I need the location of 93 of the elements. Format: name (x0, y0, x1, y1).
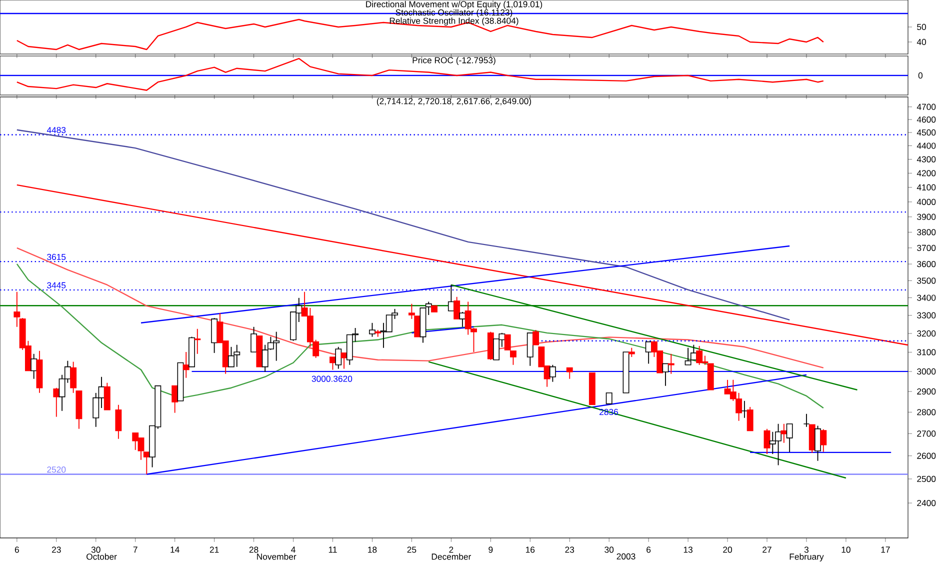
x-tick-label: 30 (604, 546, 614, 553)
chart-title: Directional Movement w/Opt Equity (1,019.01) (366, 0, 542, 9)
y-tick-label: 4700 (916, 104, 936, 110)
x-tick-label: 7 (133, 546, 138, 553)
x-tick-label: 27 (762, 546, 772, 553)
candlestick (340, 352, 348, 370)
candlestick (369, 322, 376, 338)
candlestick (820, 428, 827, 452)
x-tick-label: 23 (52, 546, 61, 553)
candlestick (549, 364, 556, 382)
ref-line-label: 4483 (46, 126, 66, 134)
line-series (16, 18, 824, 50)
line-series (16, 247, 824, 368)
y-tick-label: 4600 (916, 116, 936, 123)
candlestick (182, 352, 190, 378)
candlestick (628, 347, 635, 358)
ref-line-label: 3445 (47, 282, 66, 288)
x-tick-label: 20 (723, 546, 732, 553)
candlestick (606, 392, 612, 404)
y-tick-label: 2900 (917, 388, 936, 395)
ref-line-label: 0 (918, 72, 923, 79)
candlestick (566, 367, 573, 380)
x2-tick-label: November (257, 553, 296, 560)
candlestick (746, 406, 754, 432)
candlestick (764, 428, 770, 454)
x-tick-label: 9 (488, 546, 493, 553)
line-series (16, 263, 824, 409)
y-tick-label: 2800 (917, 409, 936, 416)
y-tick-label: 3900 (917, 214, 936, 220)
y-tick-label: 3700 (917, 244, 936, 251)
y-tick-label: 3300 (917, 312, 936, 318)
x-tick-label: 4 (291, 546, 296, 553)
candlestick (803, 413, 810, 428)
chart-title: Price ROC (-12.7953) (412, 56, 496, 65)
x-tick-label: 28 (249, 546, 258, 553)
candlestick (115, 404, 122, 440)
candlestick (786, 423, 793, 452)
y-tick-label: 3400 (917, 294, 936, 301)
y-tick-label: 4200 (916, 170, 936, 176)
y-tick-label: 4400 (916, 142, 936, 149)
x-tick-label: 16 (526, 546, 535, 553)
ref-line-label: 2520 (47, 466, 66, 473)
candlestick (662, 363, 669, 386)
ref-line-label: 3615 (47, 254, 66, 260)
x2-tick-label: February (790, 553, 824, 562)
x-tick-label: 2 (449, 546, 454, 553)
candlestick (335, 346, 342, 370)
x-tick-label: 10 (842, 546, 850, 553)
x-tick-label: 25 (407, 546, 416, 553)
x2-tick-label: December (432, 553, 472, 560)
candlestick (30, 353, 38, 380)
candlestick (53, 387, 60, 418)
candlestick (459, 311, 466, 328)
y-tick-label: 50 (917, 24, 926, 30)
y-tick-label: 4500 (916, 129, 936, 136)
y-tick-label: 3600 (917, 260, 936, 268)
y-tick-label: 3200 (917, 330, 936, 337)
chart-title: (2,714.12, 2,720.18, 2,617.66, 2,649.00) (376, 98, 532, 106)
x-tick-label: 11 (328, 546, 337, 553)
y-tick-label: 2600 (917, 452, 936, 459)
x-tick-label: 14 (170, 546, 180, 553)
y-tick-label: 4300 (916, 156, 936, 162)
x-tick-label: 18 (368, 546, 377, 553)
candlestick (104, 382, 110, 410)
y-tick-label: 2700 (917, 430, 936, 437)
x2-tick-label: 2003 (616, 553, 636, 560)
y-tick-label: 40 (916, 38, 926, 46)
candlestick (454, 296, 460, 320)
y-tick-label: 2500 (917, 476, 936, 482)
line-series (16, 129, 790, 321)
x-tick-label: 3 (804, 546, 809, 553)
candlestick (814, 425, 821, 462)
y-tick-label: 2400 (917, 500, 936, 506)
x2-tick-label: October (86, 553, 117, 560)
x-tick-label: 17 (881, 546, 890, 553)
y-tick-label: 3800 (917, 229, 936, 236)
x-tick-label: 13 (684, 546, 692, 553)
annotation: 3000.3620 (312, 376, 352, 382)
candlestick (668, 353, 674, 374)
y-tick-label: 3100 (917, 349, 936, 356)
y-tick-label: 3000 (917, 368, 936, 375)
x-tick-label: 23 (565, 546, 574, 553)
candlestick (194, 328, 201, 354)
candlestick (741, 400, 748, 418)
x-tick-label: 6 (14, 546, 19, 553)
x-tick-label: 6 (646, 546, 651, 553)
annotation: Relative Strength Index (38.8404) (390, 17, 518, 26)
x-tick-label: 30 (91, 546, 100, 553)
x-tick-label: 21 (210, 546, 219, 553)
y-tick-label: 4100 (916, 184, 936, 190)
candlestick (172, 385, 178, 414)
y-tick-label: 4000 (916, 198, 936, 205)
y-tick-label: 3500 (917, 278, 936, 284)
